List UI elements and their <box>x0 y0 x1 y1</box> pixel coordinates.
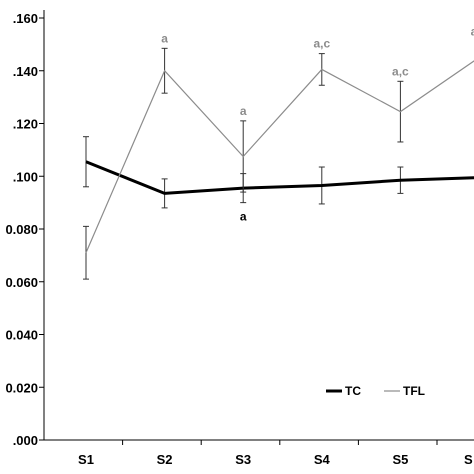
y-tick-label: 0.020 <box>5 380 38 395</box>
y-tick-label: .000 <box>13 433 38 448</box>
x-tick-label: S5 <box>392 452 408 467</box>
y-tick-label: 0.040 <box>5 328 38 343</box>
data-annotation: a <box>161 31 168 45</box>
legend-label: TFL <box>403 384 425 398</box>
x-tick-label: S4 <box>314 452 331 467</box>
legend-label: TC <box>345 384 361 398</box>
x-tick-label: S3 <box>235 452 251 467</box>
series-line <box>85 60 474 253</box>
y-tick-label: .140 <box>13 64 38 79</box>
y-axis: .000 0.020 0.040 0.060 0.080 .100 .120 .140 .160 <box>5 10 45 448</box>
y-tick-label: 0.060 <box>5 275 38 290</box>
y-tick-label: .120 <box>13 117 38 132</box>
x-tick-label: S <box>464 452 473 467</box>
data-annotation: a,c <box>471 25 474 39</box>
legend-item-tc: TC <box>326 384 361 398</box>
data-annotation: a,c <box>392 64 409 78</box>
series-layer: abaaa,ca,ca,c <box>83 25 474 280</box>
legend: TC TFL <box>326 384 425 398</box>
data-annotation: a,c <box>313 37 330 51</box>
x-tick-label: S2 <box>157 452 173 467</box>
legend-item-tfl: TFL <box>384 384 425 398</box>
data-annotation: a <box>240 104 247 118</box>
series-line <box>85 160 474 195</box>
y-tick-label: .160 <box>13 11 38 26</box>
data-annotation: a <box>240 210 247 224</box>
series-tc: ab <box>83 136 474 224</box>
y-tick-label: 0.080 <box>5 222 38 237</box>
series-tfl: a a a,c a,c a,c <box>83 25 474 280</box>
x-tick-label: S1 <box>78 452 94 467</box>
x-axis: S1 S2 S3 S4 S5 S <box>44 439 474 467</box>
y-tick-label: .100 <box>13 169 38 184</box>
